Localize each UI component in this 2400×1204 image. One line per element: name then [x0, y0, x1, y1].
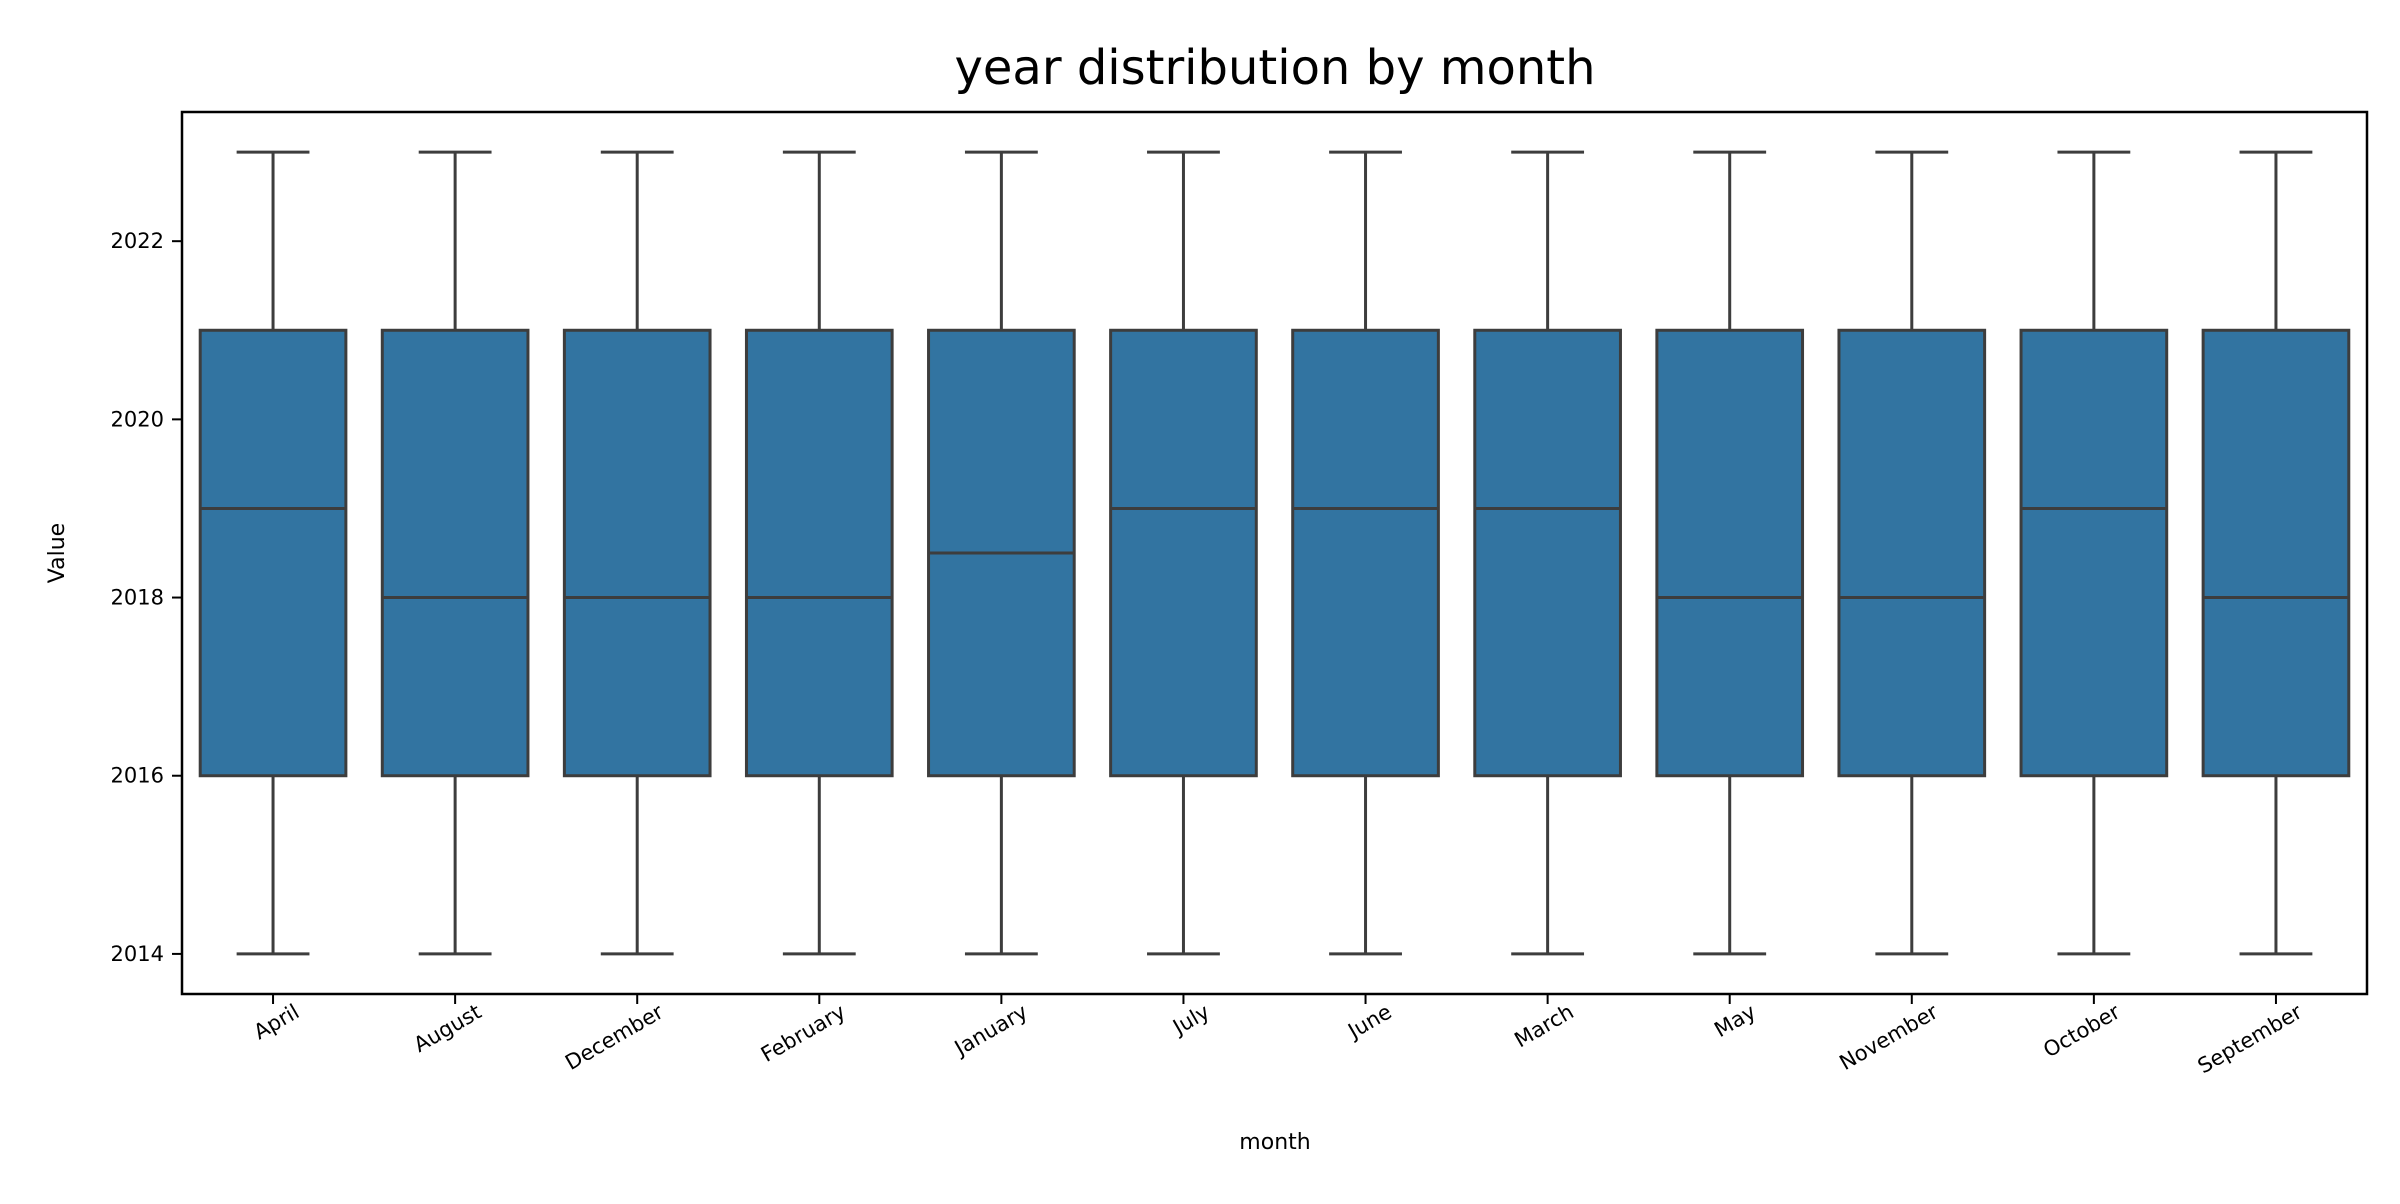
box-iqr: [1109, 328, 1258, 778]
box-group-january: [927, 150, 1076, 956]
box-group-may: [1655, 150, 1805, 956]
box-group-march: [1473, 150, 1622, 956]
box-group-october: [2019, 150, 2169, 956]
y-tick-label: 2014: [111, 942, 164, 966]
box-iqr: [2201, 328, 2351, 778]
boxes-layer: [198, 150, 2351, 956]
box-group-november: [1837, 150, 1987, 956]
box-iqr: [744, 328, 894, 778]
box-group-april: [198, 150, 348, 956]
y-axis-label: Value: [45, 523, 70, 583]
box-iqr: [1291, 328, 1440, 778]
box-iqr: [2019, 328, 2169, 778]
box-group-august: [380, 150, 530, 956]
box-iqr: [380, 328, 530, 778]
box-iqr: [562, 328, 712, 778]
box-group-june: [1291, 150, 1440, 956]
y-tick-label: 2022: [111, 229, 164, 253]
box-iqr: [198, 328, 348, 778]
box-iqr: [1655, 328, 1805, 778]
y-tick-label: 2016: [111, 764, 164, 788]
chart-title: year distribution by month: [954, 40, 1595, 96]
box-group-february: [744, 150, 894, 956]
x-axis-label: month: [1239, 1130, 1310, 1155]
y-axis: 2014 2016 2018 2020 2022: [111, 229, 182, 966]
box-group-september: [2201, 150, 2351, 956]
box-iqr: [1473, 328, 1622, 778]
y-tick-label: 2018: [111, 586, 164, 610]
y-tick-label: 2020: [111, 407, 164, 431]
plot-frame: [180, 110, 2369, 996]
box-group-december: [562, 150, 712, 956]
box-iqr: [1837, 328, 1987, 778]
box-group-july: [1109, 150, 1258, 956]
